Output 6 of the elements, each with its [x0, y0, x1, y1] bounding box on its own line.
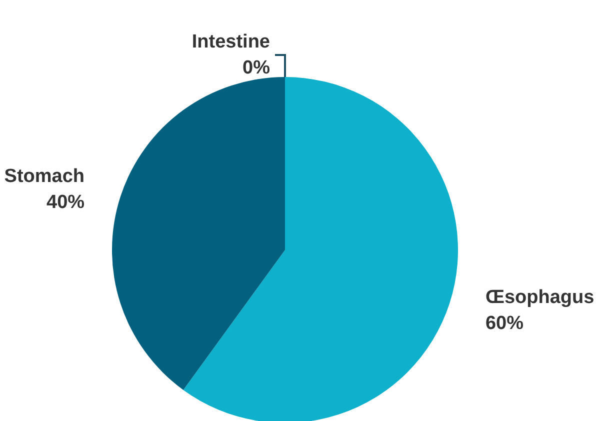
category-label: Intestine [192, 32, 270, 52]
data-label: 60% [485, 312, 524, 334]
slice-label: Œsophagus [485, 286, 594, 308]
text: 0% [242, 58, 270, 78]
slice-label: Stomach [4, 166, 85, 188]
data-label: 40% [46, 192, 85, 214]
